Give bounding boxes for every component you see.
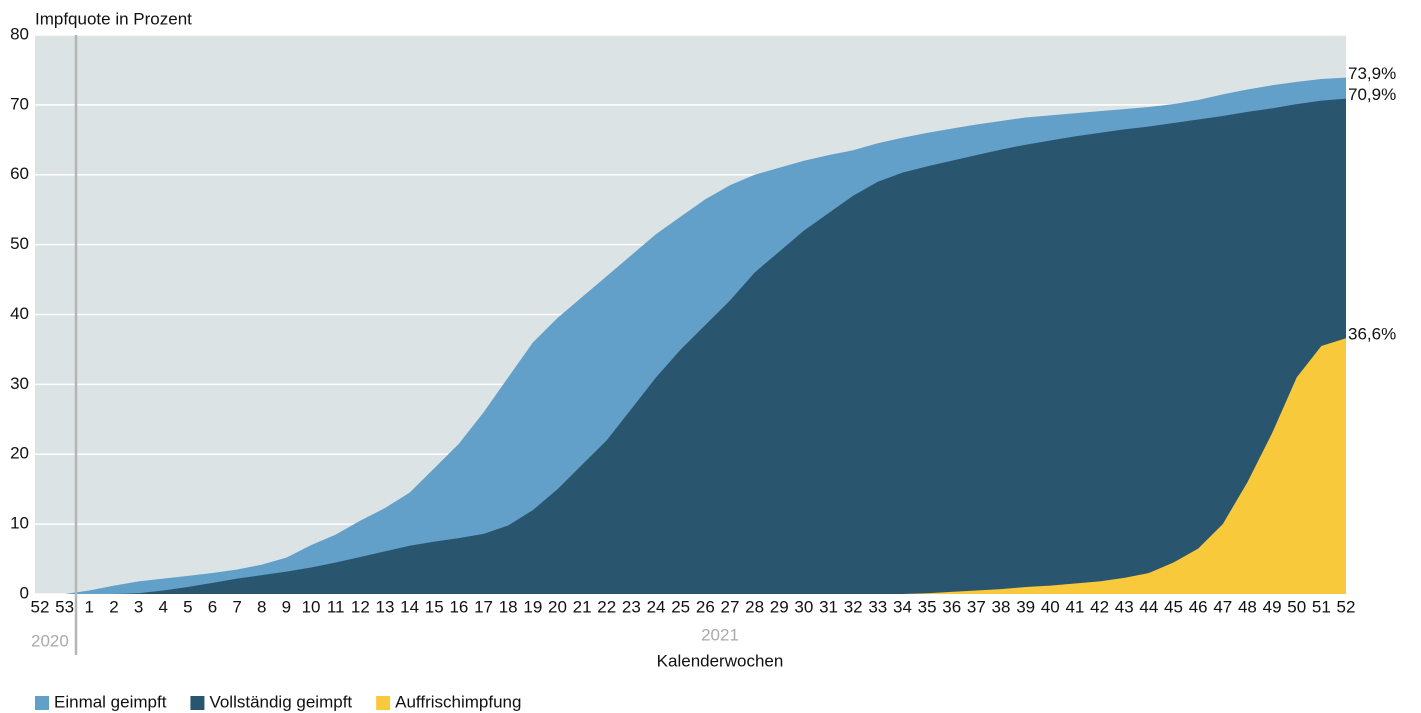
legend-label: Auffrischimpfung [395, 692, 521, 711]
y-tick-label: 40 [10, 304, 29, 323]
x-tick-label: 1 [85, 597, 94, 616]
x-tick-label: 16 [449, 597, 468, 616]
y-tick-label: 50 [10, 234, 29, 253]
x-tick-label: 42 [1090, 597, 1109, 616]
x-tick-label: 53 [55, 597, 74, 616]
x-tick-label: 12 [351, 597, 370, 616]
year-label: 2020 [31, 631, 69, 650]
x-tick-label: 22 [597, 597, 616, 616]
x-tick-label: 10 [302, 597, 321, 616]
x-tick-label: 15 [425, 597, 444, 616]
data-label: 73,9% [1348, 64, 1396, 83]
y-tick-label: 20 [10, 444, 29, 463]
x-tick-label: 41 [1065, 597, 1084, 616]
y-tick-label: 70 [10, 94, 29, 113]
y-tick-label: 80 [10, 24, 29, 43]
x-tick-label: 35 [918, 597, 937, 616]
legend-label: Einmal geimpft [54, 692, 167, 711]
x-tick-label: 52 [31, 597, 50, 616]
x-tick-label: 39 [1016, 597, 1035, 616]
area [35, 98, 1346, 595]
y-axis-label: Impfquote in Prozent [35, 9, 192, 28]
x-tick-label: 6 [208, 597, 217, 616]
x-tick-label: 38 [992, 597, 1011, 616]
x-tick-label: 31 [819, 597, 838, 616]
x-tick-label: 45 [1164, 597, 1183, 616]
x-tick-label: 25 [671, 597, 690, 616]
x-tick-label: 51 [1312, 597, 1331, 616]
x-tick-label: 7 [232, 597, 241, 616]
x-tick-label: 43 [1115, 597, 1134, 616]
year-label: 2021 [701, 625, 739, 644]
legend-swatch [35, 696, 49, 710]
x-tick-label: 3 [134, 597, 143, 616]
x-tick-label: 33 [868, 597, 887, 616]
x-tick-label: 4 [158, 597, 167, 616]
x-tick-label: 14 [400, 597, 419, 616]
x-tick-label: 49 [1263, 597, 1282, 616]
x-tick-label: 20 [548, 597, 567, 616]
x-tick-label: 24 [647, 597, 666, 616]
x-tick-label: 47 [1213, 597, 1232, 616]
areas [35, 77, 1346, 595]
x-tick-label: 27 [721, 597, 740, 616]
y-tick-label: 10 [10, 514, 29, 533]
x-tick-label: 40 [1041, 597, 1060, 616]
x-tick-label: 8 [257, 597, 266, 616]
x-tick-label: 17 [474, 597, 493, 616]
y-tick-label: 0 [20, 583, 29, 602]
x-tick-label: 36 [942, 597, 961, 616]
x-tick-label: 19 [523, 597, 542, 616]
x-tick-label: 11 [327, 597, 345, 616]
y-tick-label: 30 [10, 374, 29, 393]
x-tick-label: 32 [844, 597, 863, 616]
x-tick-label: 21 [573, 597, 592, 616]
x-tick-label: 18 [499, 597, 518, 616]
x-tick-label: 2 [109, 597, 118, 616]
x-tick-label: 46 [1189, 597, 1208, 616]
data-label: 70,9% [1348, 85, 1396, 104]
x-tick-label: 23 [622, 597, 641, 616]
y-tick-label: 60 [10, 164, 29, 183]
legend-swatch [190, 696, 205, 710]
x-tick-label: 48 [1238, 597, 1257, 616]
legend-label: Vollständig geimpft [209, 692, 352, 711]
x-tick-label: 29 [770, 597, 789, 616]
x-tick-label: 37 [967, 597, 986, 616]
x-tick-label: 5 [183, 597, 192, 616]
x-tick-label: 50 [1287, 597, 1306, 616]
x-tick-label: 13 [376, 597, 395, 616]
x-axis-label: Kalenderwochen [657, 651, 784, 670]
x-tick-label: 28 [745, 597, 764, 616]
x-tick-label: 44 [1139, 597, 1158, 616]
x-tick-label: 9 [282, 597, 291, 616]
x-tick-label: 52 [1337, 597, 1356, 616]
x-tick-label: 26 [696, 597, 715, 616]
x-tick-label: 34 [893, 597, 912, 616]
area [35, 338, 1346, 594]
legend-swatch [376, 696, 391, 710]
x-tick-label: 30 [794, 597, 813, 616]
data-label: 36,6% [1348, 325, 1396, 344]
